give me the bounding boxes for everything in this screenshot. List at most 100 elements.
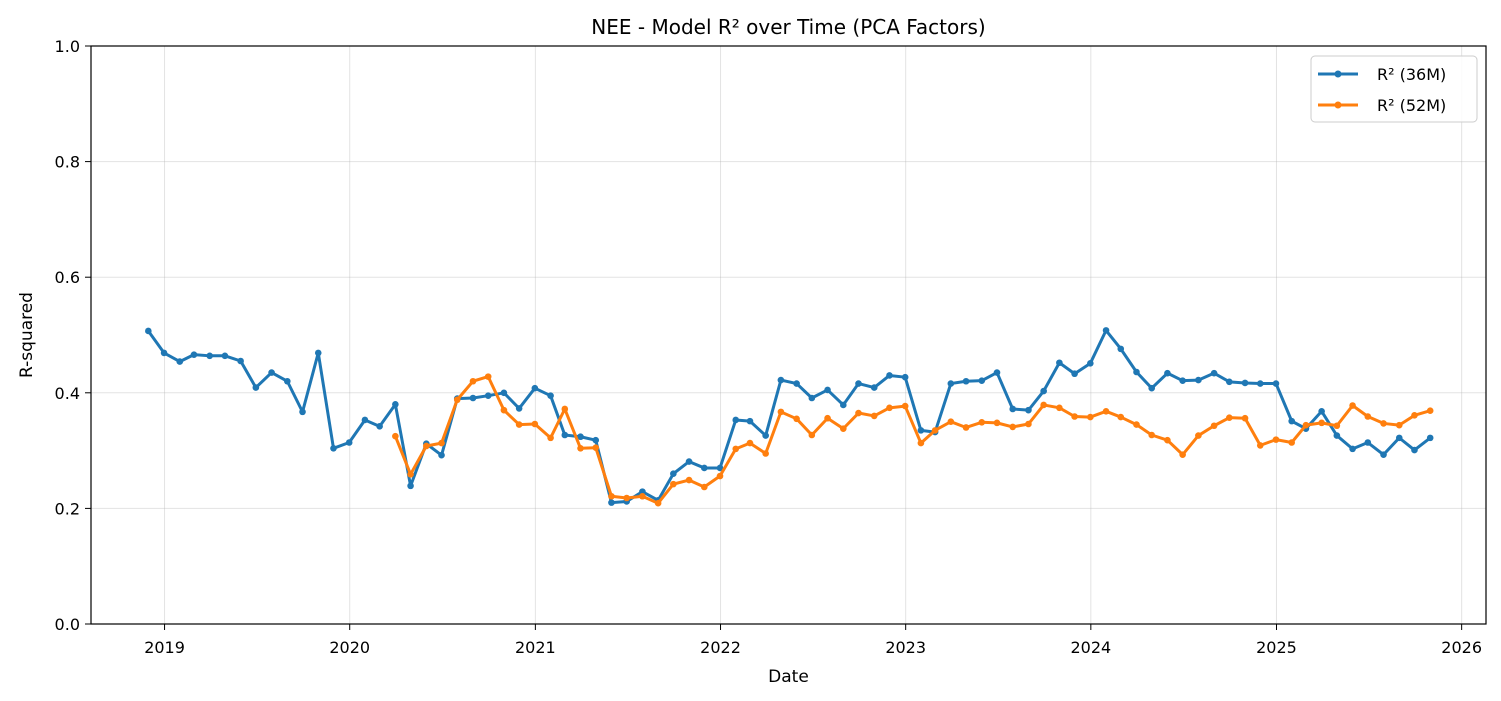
data-point-52m: [1117, 413, 1125, 421]
data-point-52m: [1071, 413, 1078, 420]
data-point-52m: [1210, 422, 1218, 430]
series-layer: [145, 327, 1434, 507]
data-point-36m: [1148, 384, 1156, 392]
data-point-36m: [547, 392, 554, 399]
data-point-52m: [484, 373, 492, 380]
x-axis: 2019 2020 2021 2022 2023 2024 2025 2026: [144, 624, 1482, 657]
data-point-36m: [469, 394, 477, 402]
data-point-36m: [1256, 380, 1264, 387]
data-point-52m: [1148, 431, 1156, 439]
data-point-52m: [1025, 420, 1032, 428]
data-point-36m: [639, 488, 646, 495]
data-point-52m: [978, 418, 986, 426]
data-point-36m: [1071, 370, 1078, 378]
data-point-36m: [1009, 405, 1017, 413]
data-point-52m: [423, 442, 430, 450]
data-point-52m: [1195, 432, 1202, 439]
data-point-36m: [993, 369, 1001, 376]
data-point-36m: [1195, 376, 1202, 384]
y-tick-label: 0.6: [55, 268, 80, 287]
x-tick-label: 2019: [144, 638, 185, 657]
data-point-36m: [1056, 359, 1063, 367]
data-point-36m: [592, 436, 600, 444]
data-point-52m: [577, 444, 584, 452]
data-point-36m: [284, 377, 291, 385]
data-point-52m: [654, 499, 662, 507]
data-point-36m: [1395, 434, 1403, 442]
legend-label-36m: R² (36M): [1377, 65, 1446, 84]
data-point-52m: [1179, 451, 1186, 458]
data-point-52m: [1256, 442, 1264, 449]
y-tick-label: 0.2: [55, 499, 80, 518]
data-point-52m: [407, 471, 414, 478]
data-point-52m: [962, 424, 970, 431]
data-point-36m: [438, 451, 445, 459]
data-point-52m: [886, 404, 893, 412]
data-point-52m: [1288, 439, 1296, 446]
data-point-36m: [855, 380, 862, 387]
data-point-52m: [453, 396, 461, 404]
x-axis-label: Date: [768, 667, 809, 687]
x-tick-label: 2026: [1441, 638, 1482, 657]
data-point-36m: [1364, 439, 1372, 446]
data-point-36m: [1025, 406, 1032, 414]
data-point-52m: [1349, 402, 1356, 409]
data-point-52m: [777, 408, 785, 416]
data-point-36m: [1179, 377, 1186, 384]
data-point-36m: [299, 408, 306, 416]
x-tick-label: 2025: [1256, 638, 1297, 657]
data-point-52m: [716, 472, 724, 480]
data-point-36m: [206, 352, 213, 360]
data-point-52m: [839, 425, 847, 432]
x-tick-label: 2020: [329, 638, 370, 657]
data-point-36m: [762, 432, 769, 439]
data-point-52m: [500, 406, 508, 414]
data-point-36m: [1272, 380, 1280, 387]
x-tick-label: 2021: [515, 638, 556, 657]
legend: R² (36M) R² (52M): [1310, 55, 1478, 123]
data-point-36m: [1349, 445, 1356, 453]
data-point-52m: [561, 405, 569, 413]
x-tick-label: 2023: [885, 638, 926, 657]
y-tick-label: 0.4: [55, 384, 80, 403]
data-point-52m: [1164, 436, 1171, 444]
data-point-36m: [1380, 451, 1387, 458]
data-point-36m: [1133, 368, 1140, 376]
data-point-36m: [484, 392, 492, 399]
x-tick-label: 2024: [1070, 638, 1111, 657]
data-point-36m: [917, 427, 925, 434]
data-point-52m: [1426, 407, 1434, 415]
data-point-52m: [1241, 414, 1249, 422]
legend-marker-36m: [1334, 70, 1342, 78]
data-point-36m: [1226, 378, 1233, 386]
data-point-52m: [1133, 421, 1140, 428]
data-point-36m: [716, 464, 724, 472]
data-point-36m: [1426, 434, 1434, 442]
data-point-36m: [1210, 369, 1218, 377]
data-point-52m: [623, 494, 630, 502]
data-point-36m: [1318, 408, 1325, 415]
data-point-52m: [746, 439, 754, 447]
legend-marker-52m: [1334, 101, 1342, 109]
y-tick-label: 0.0: [55, 615, 80, 634]
data-point-36m: [670, 470, 677, 478]
data-point-52m: [917, 439, 925, 447]
data-point-36m: [1040, 387, 1047, 395]
data-point-36m: [190, 351, 198, 358]
data-point-36m: [561, 431, 569, 439]
data-point-52m: [547, 434, 554, 442]
data-point-36m: [515, 405, 523, 412]
data-point-36m: [732, 416, 740, 424]
data-point-52m: [1087, 413, 1094, 421]
y-axis: 0.0 0.2 0.4 0.6 0.8 1.0: [55, 37, 91, 634]
y-axis-label: R-squared: [17, 292, 37, 378]
data-point-52m: [1411, 412, 1418, 419]
data-point-52m: [808, 431, 816, 439]
data-point-52m: [1333, 422, 1341, 430]
data-point-36m: [839, 401, 847, 409]
data-point-36m: [407, 482, 414, 490]
data-point-52m: [438, 439, 445, 447]
data-point-52m: [531, 420, 539, 428]
y-tick-label: 1.0: [55, 37, 80, 56]
